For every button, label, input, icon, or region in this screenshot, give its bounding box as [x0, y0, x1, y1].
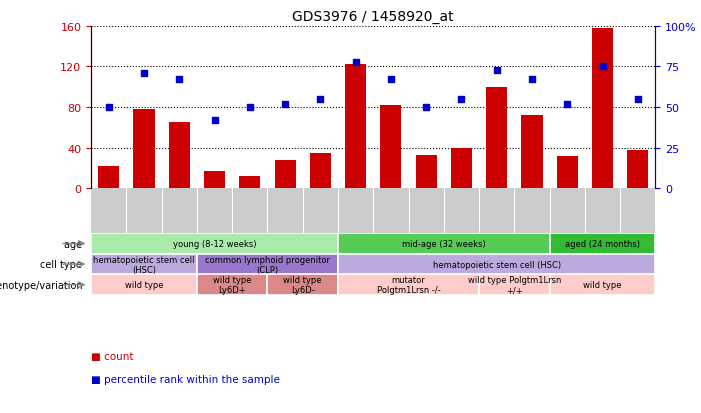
Bar: [310, 153, 331, 189]
Text: wild type
Ly6D+: wild type Ly6D+: [213, 275, 252, 294]
Bar: [451, 148, 472, 189]
Point: [103, 104, 114, 111]
Bar: [486, 88, 508, 189]
Bar: [338, 254, 655, 275]
Point: [209, 117, 220, 124]
Text: ■ count: ■ count: [91, 351, 134, 361]
Bar: [550, 275, 655, 295]
Bar: [275, 160, 296, 189]
Bar: [550, 234, 655, 254]
Point: [138, 71, 149, 77]
Bar: [381, 106, 402, 189]
Text: hematopoietic stem cell
(HSC): hematopoietic stem cell (HSC): [93, 255, 195, 274]
Point: [456, 96, 467, 103]
Bar: [338, 234, 550, 254]
Point: [632, 96, 644, 103]
Bar: [592, 29, 613, 189]
Bar: [627, 150, 648, 189]
Bar: [91, 234, 338, 254]
Point: [315, 96, 326, 103]
Text: wild type: wild type: [125, 280, 163, 290]
Bar: [133, 110, 155, 189]
Bar: [204, 171, 225, 189]
Point: [597, 64, 608, 71]
Bar: [479, 275, 550, 295]
Bar: [197, 275, 268, 295]
Bar: [197, 254, 338, 275]
Text: mid-age (32 weeks): mid-age (32 weeks): [402, 240, 486, 248]
Text: mutator
Polgtm1Lrsn -/-: mutator Polgtm1Lrsn -/-: [376, 275, 440, 294]
Bar: [522, 116, 543, 189]
Text: cell type: cell type: [41, 259, 86, 269]
Point: [491, 67, 503, 74]
Bar: [268, 275, 338, 295]
Point: [526, 77, 538, 83]
Point: [421, 104, 432, 111]
Bar: [557, 157, 578, 189]
Point: [244, 104, 255, 111]
Text: wild type: wild type: [583, 280, 622, 290]
Bar: [338, 275, 479, 295]
Text: genotype/variation: genotype/variation: [0, 280, 86, 290]
Bar: [239, 177, 261, 189]
Text: wild type Polgtm1Lrsn
+/+: wild type Polgtm1Lrsn +/+: [468, 275, 561, 294]
Bar: [345, 65, 366, 189]
Point: [562, 101, 573, 108]
Text: hematopoietic stem cell (HSC): hematopoietic stem cell (HSC): [433, 260, 561, 269]
Point: [280, 101, 291, 108]
Text: ■ percentile rank within the sample: ■ percentile rank within the sample: [91, 374, 280, 384]
Text: aged (24 months): aged (24 months): [565, 240, 640, 248]
Bar: [416, 155, 437, 189]
Text: common lymphoid progenitor
(CLP): common lymphoid progenitor (CLP): [205, 255, 330, 274]
Point: [386, 77, 397, 83]
Point: [174, 77, 185, 83]
Text: wild type
Ly6D-: wild type Ly6D-: [283, 275, 322, 294]
Bar: [169, 123, 190, 189]
Text: age: age: [64, 239, 86, 249]
Point: [350, 59, 361, 66]
Bar: [91, 254, 197, 275]
Bar: [91, 275, 197, 295]
Text: young (8-12 weeks): young (8-12 weeks): [173, 240, 257, 248]
Title: GDS3976 / 1458920_at: GDS3976 / 1458920_at: [292, 10, 454, 24]
Bar: [98, 166, 119, 189]
